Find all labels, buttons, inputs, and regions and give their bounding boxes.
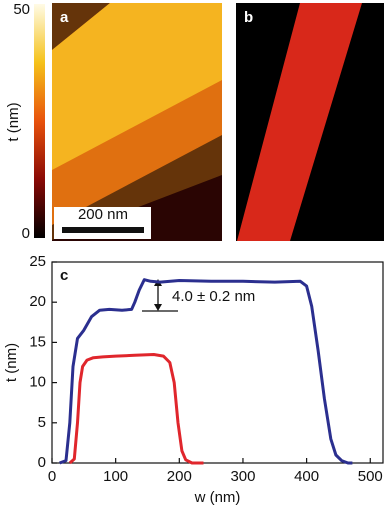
x-axis-label: w (nm) (194, 489, 241, 506)
scale-bar-label: 200 nm (78, 206, 128, 223)
y-axis-label: t (nm) (3, 343, 20, 382)
line-series (59, 278, 353, 465)
colorbar-label: t (nm) (5, 102, 22, 141)
y-tick-label: 20 (29, 293, 46, 310)
y-tick-label: 25 (29, 253, 46, 270)
panel-label: c (60, 267, 68, 284)
panel-label: b (244, 9, 253, 26)
plot-frame (51, 261, 384, 464)
x-tick-label: 500 (358, 468, 383, 485)
panel-label: a (60, 9, 69, 26)
afm-image-b: b (236, 3, 384, 241)
x-tick-label: 400 (294, 468, 319, 485)
x-tick-label: 0 (48, 468, 56, 485)
y-tick-label: 15 (29, 333, 46, 350)
x-tick-label: 300 (230, 468, 255, 485)
x-tick-label: 200 (167, 468, 192, 485)
colorbar (34, 4, 45, 238)
y-tick-label: 0 (38, 454, 46, 471)
annotation: 4.0 ± 0.2 nm (172, 288, 255, 305)
colorbar-tick-label: 0 (22, 225, 30, 242)
x-tick-label: 100 (103, 468, 128, 485)
y-tick-label: 10 (29, 374, 46, 391)
colorbar-tick-label: 50 (13, 1, 30, 18)
afm-image-a: 200 nm a (52, 3, 222, 241)
y-tick-label: 5 (38, 414, 46, 431)
line-series (68, 353, 204, 465)
